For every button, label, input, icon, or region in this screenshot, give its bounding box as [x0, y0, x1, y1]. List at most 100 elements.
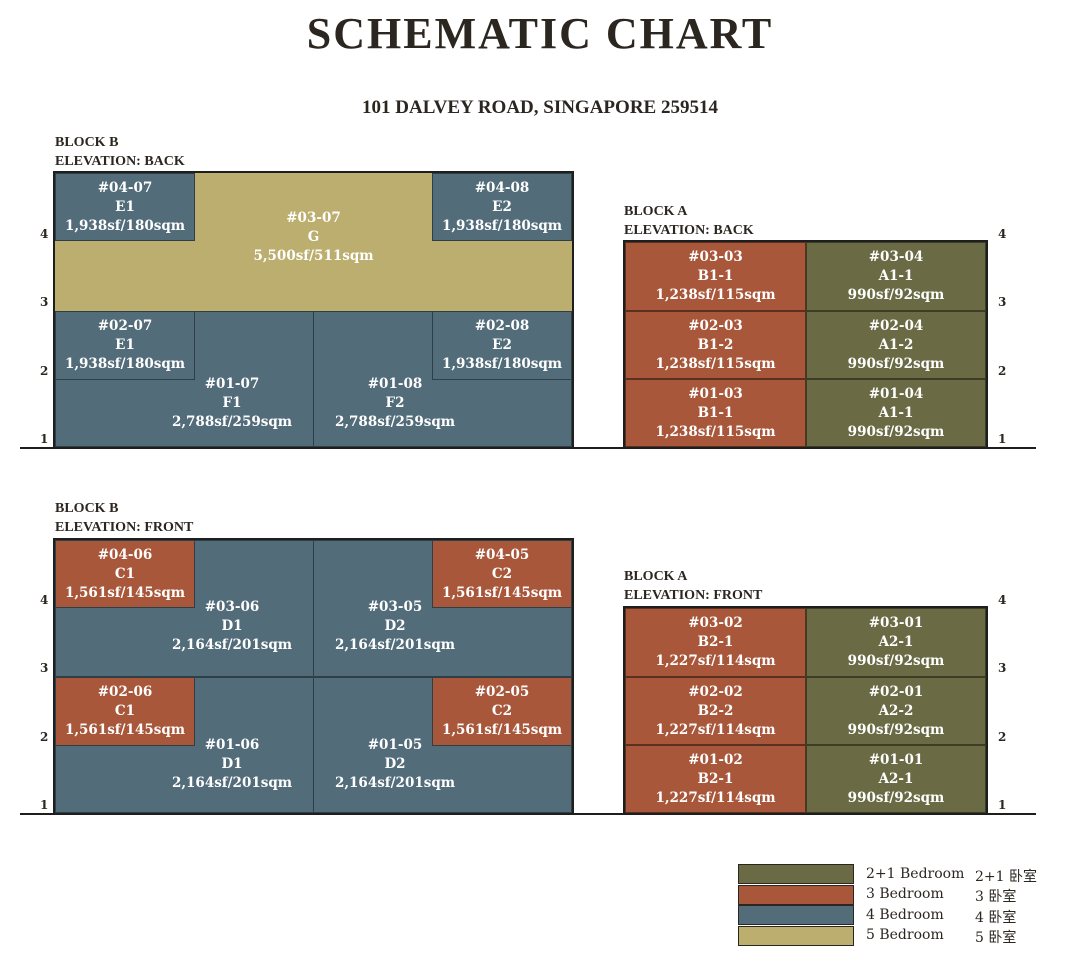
unit-type: A2-1: [878, 770, 914, 787]
unit-type: A1-1: [878, 268, 914, 284]
unit-number: #01-05: [367, 737, 423, 753]
unit-area: 2,164sf/201sqm: [334, 775, 456, 791]
unit-number: #04-05: [474, 546, 530, 563]
unit-type: B2-1: [697, 634, 734, 650]
unit-number: #02-04: [868, 317, 924, 334]
legend-label-zh: 2+1 卧室: [975, 869, 1037, 885]
unit-01-02[interactable]: #01-02 B2-1 1,227sf/114sqm: [625, 745, 806, 813]
unit-02-01[interactable]: #02-01 A2-2 990sf/92sqm: [806, 677, 986, 745]
legend-label-zh: 4 卧室: [975, 910, 1017, 926]
ground-line-back: [20, 447, 1036, 449]
floor-label-4: 4: [40, 593, 49, 607]
block-name: BLOCK B: [55, 135, 119, 150]
unit-02-07[interactable]: #02-07 E1 1,938sf/180sqm: [55, 311, 195, 380]
unit-number: #01-08: [367, 376, 423, 392]
legend-label-zh: 3 卧室: [975, 889, 1017, 905]
unit-number: #01-01: [868, 751, 924, 768]
unit-number: #03-01: [868, 615, 924, 631]
elevation-name: ELEVATION: BACK: [624, 223, 754, 238]
unit-area: 1,238sf/115sqm: [655, 423, 776, 440]
unit-number: #04-08: [474, 179, 530, 196]
unit-02-08[interactable]: #02-08 E2 1,938sf/180sqm: [432, 311, 572, 380]
floor-label-1: 1: [40, 798, 49, 812]
unit-04-06[interactable]: #04-06 C1 1,561sf/145sqm: [55, 540, 195, 608]
block-a-front-label: BLOCK A ELEVATION: FRONT: [624, 567, 762, 605]
floor-label-3: 3: [40, 295, 49, 309]
unit-area: 990sf/92sqm: [847, 721, 945, 738]
floor-label-2: 2: [998, 730, 1007, 744]
block-a-back-label: BLOCK A ELEVATION: BACK: [624, 202, 754, 240]
unit-area: 990sf/92sqm: [847, 789, 945, 806]
legend-swatch-3: [738, 885, 854, 905]
unit-area: 1,938sf/180sqm: [64, 356, 186, 372]
unit-02-06[interactable]: #02-06 C1 1,561sf/145sqm: [55, 677, 195, 746]
unit-type: A1-2: [878, 336, 914, 353]
unit-number: #01-07: [204, 376, 260, 392]
unit-type: E1: [115, 198, 135, 215]
block-b-front-label: BLOCK B ELEVATION: FRONT: [55, 499, 193, 537]
unit-01-04[interactable]: #01-04 A1-1 990sf/92sqm: [806, 379, 986, 447]
block-a-front-frame: #03-02 B2-1 1,227sf/114sqm #03-01 A2-1 9…: [623, 606, 988, 815]
elevation-name: ELEVATION: BACK: [55, 154, 185, 169]
unit-type: C1: [114, 703, 136, 719]
unit-number: #01-04: [868, 385, 924, 402]
unit-04-07[interactable]: #04-07 E1 1,938sf/180sqm: [55, 173, 195, 241]
unit-area: 990sf/92sqm: [847, 287, 945, 303]
unit-number: #03-03: [688, 249, 743, 265]
floor-label-3: 3: [998, 661, 1007, 675]
floor-label-4: 4: [40, 227, 49, 241]
legend-swatch-2plus1: [738, 864, 854, 884]
elevation-name: ELEVATION: FRONT: [624, 588, 763, 603]
unit-02-04[interactable]: #02-04 A1-2 990sf/92sqm: [806, 311, 986, 379]
unit-type: C2: [491, 565, 513, 582]
unit-03-04[interactable]: #03-04 A1-1 990sf/92sqm: [806, 242, 986, 311]
unit-area: 1,227sf/114sqm: [655, 721, 776, 738]
legend-label-en: 5 Bedroom: [866, 927, 944, 943]
unit-01-03[interactable]: #01-03 B1-1 1,238sf/115sqm: [625, 379, 806, 447]
unit-type: B1-2: [697, 336, 734, 353]
unit-01-01[interactable]: #01-01 A2-1 990sf/92sqm: [806, 745, 986, 813]
floor-label-4: 4: [998, 227, 1007, 241]
unit-type: B2-1: [697, 770, 734, 787]
floor-label-2: 2: [40, 364, 49, 378]
unit-area: 990sf/92sqm: [847, 355, 945, 372]
unit-number: #02-05: [474, 684, 530, 700]
unit-area: 990sf/92sqm: [847, 423, 945, 440]
unit-03-01[interactable]: #03-01 A2-1 990sf/92sqm: [806, 608, 986, 677]
unit-area: 1,938sf/180sqm: [441, 356, 563, 372]
unit-number: #01-02: [688, 751, 743, 768]
unit-03-02[interactable]: #03-02 B2-1 1,227sf/114sqm: [625, 608, 806, 677]
unit-number: #02-08: [474, 318, 530, 334]
unit-type: D2: [384, 756, 406, 772]
unit-area: 1,561sf/145sqm: [441, 722, 563, 738]
floor-label-1: 1: [998, 432, 1007, 446]
unit-02-05[interactable]: #02-05 C2 1,561sf/145sqm: [432, 677, 572, 746]
legend-swatch-5: [738, 926, 854, 946]
block-b-front-frame: #03-06 D1 2,164sf/201sqm #03-05 D2 2,164…: [53, 538, 574, 815]
unit-area: 1,561sf/145sqm: [64, 722, 186, 738]
unit-04-05[interactable]: #04-05 C2 1,561sf/145sqm: [432, 540, 572, 608]
unit-type: B1-1: [697, 268, 734, 284]
unit-type: G: [307, 229, 320, 245]
unit-03-03[interactable]: #03-03 B1-1 1,238sf/115sqm: [625, 242, 806, 311]
block-a-back-frame: #03-03 B1-1 1,238sf/115sqm #03-04 A1-1 9…: [623, 240, 988, 449]
unit-area: 1,238sf/115sqm: [655, 287, 776, 303]
legend-swatch-4: [738, 905, 854, 925]
unit-number: #02-01: [868, 683, 924, 700]
unit-04-08[interactable]: #04-08 E2 1,938sf/180sqm: [432, 173, 572, 241]
unit-type: C2: [491, 703, 513, 719]
unit-number: #03-06: [204, 599, 260, 615]
unit-02-02[interactable]: #02-02 B2-2 1,227sf/114sqm: [625, 677, 806, 745]
floor-label-3: 3: [40, 661, 49, 675]
unit-type: E2: [492, 198, 512, 215]
legend-label-zh: 5 卧室: [975, 930, 1017, 946]
block-b-back-label: BLOCK B ELEVATION: BACK: [55, 133, 185, 171]
floor-label-2: 2: [998, 364, 1007, 378]
unit-type: B2-2: [697, 702, 734, 719]
unit-area: 990sf/92sqm: [847, 653, 945, 669]
unit-area: 1,561sf/145sqm: [64, 584, 186, 601]
unit-type: E1: [115, 337, 135, 353]
unit-number: #03-07: [286, 210, 341, 226]
unit-type: F2: [385, 395, 405, 411]
unit-02-03[interactable]: #02-03 B1-2 1,238sf/115sqm: [625, 311, 806, 379]
